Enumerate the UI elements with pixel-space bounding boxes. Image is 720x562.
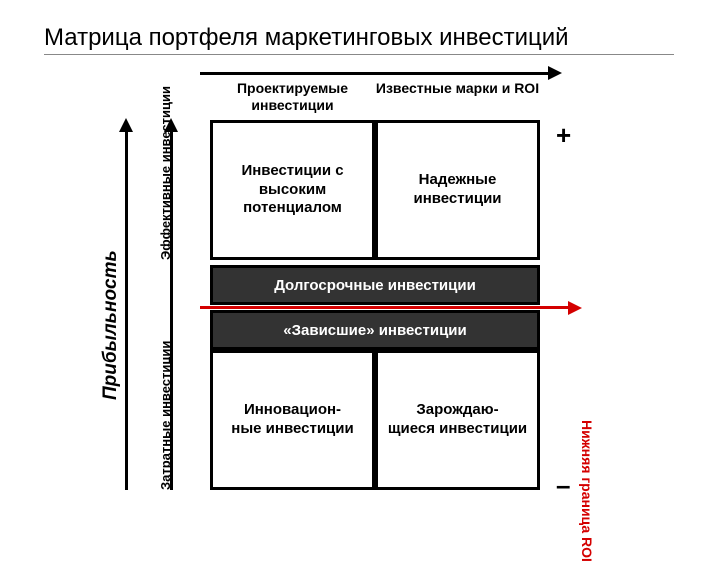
cell-bottom-right: Зарождаю-щиеся инвестиции	[375, 350, 540, 490]
cell-top-left: Инвестиции с высоким потенциалом	[210, 120, 375, 260]
plus-sign: +	[556, 120, 571, 151]
y-axis-main-line	[125, 130, 128, 490]
y-axis-lower-label: Затратные инвестиции	[158, 341, 173, 490]
title-underline	[44, 54, 674, 55]
y-axis-main-arrow-icon	[119, 118, 133, 132]
column-header-left: Проектируемые инвестиции	[210, 80, 375, 114]
x-axis-line	[200, 72, 550, 75]
x-axis-arrow-icon	[548, 66, 562, 80]
y-axis-upper-label: Эффективные инвестиции	[158, 86, 173, 260]
roi-boundary-arrow-icon	[568, 301, 582, 315]
page-title: Матрица портфеля маркетинговых инвестици…	[44, 24, 569, 52]
cell-top-right: Надежные инвестиции	[375, 120, 540, 260]
band-upper: Долгосрочные инвестиции	[210, 265, 540, 305]
matrix-grid: Инвестиции с высоким потенциалом Надежны…	[210, 120, 540, 490]
right-roi-label: Нижняя граница ROI	[579, 420, 595, 562]
cell-bottom-left: Инновацион-ные инвестиции	[210, 350, 375, 490]
minus-sign: –	[556, 470, 570, 501]
column-header-right: Известные марки и ROI	[375, 80, 540, 97]
roi-boundary-line	[200, 306, 570, 309]
band-lower: «Зависшие» инвестиции	[210, 310, 540, 350]
y-axis-main-label: Прибыльность	[100, 250, 122, 400]
